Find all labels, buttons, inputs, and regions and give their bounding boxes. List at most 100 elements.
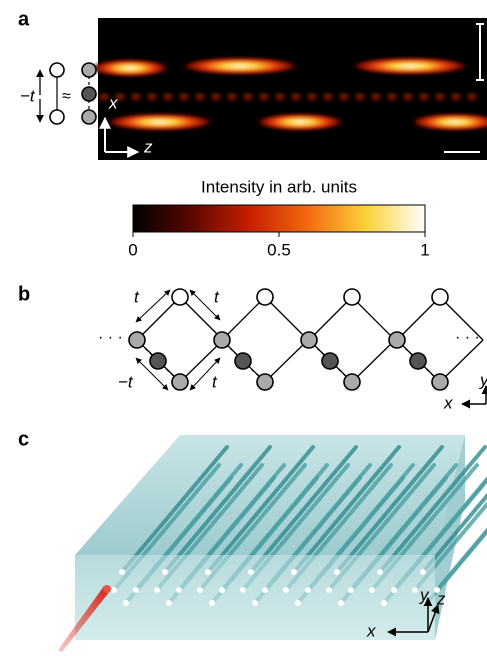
- band: [105, 113, 215, 131]
- panel-label: c: [18, 428, 29, 450]
- band: [179, 93, 189, 101]
- waveguide-end: [133, 587, 139, 593]
- bond: [440, 340, 483, 382]
- waveguide-end: [111, 587, 117, 593]
- band: [275, 93, 285, 101]
- waveguide-end: [291, 569, 297, 575]
- axis-label: x: [443, 393, 453, 412]
- band: [291, 93, 301, 101]
- waveguide-end: [377, 569, 383, 575]
- waveguide-end: [205, 569, 211, 575]
- band: [255, 113, 345, 131]
- band: [243, 93, 253, 101]
- band: [211, 93, 221, 101]
- lattice: [129, 289, 483, 390]
- band: [467, 93, 477, 101]
- waveguide-end: [381, 600, 387, 606]
- waveguide-end: [248, 569, 254, 575]
- waveguide-end: [166, 600, 172, 606]
- panel-label: b: [18, 283, 30, 305]
- axis-label: x: [366, 621, 376, 640]
- waveguide-end: [326, 587, 332, 593]
- band: [387, 93, 397, 101]
- coupling-label: t: [214, 287, 220, 306]
- bond: [352, 340, 395, 382]
- band: [307, 93, 317, 101]
- excited-site: [103, 585, 111, 593]
- band: [403, 93, 413, 101]
- waveguide-end: [295, 600, 301, 606]
- site: [150, 353, 166, 369]
- coupling-label: t: [212, 372, 218, 391]
- band: [99, 93, 109, 101]
- band: [419, 93, 429, 101]
- band: [350, 57, 470, 75]
- bond: [397, 297, 440, 340]
- site: [235, 353, 251, 369]
- site: [432, 289, 448, 305]
- site: [389, 332, 405, 348]
- site: [432, 374, 448, 390]
- bond: [137, 297, 180, 340]
- site: [172, 374, 188, 390]
- site: [410, 353, 426, 369]
- coupling-arrow: [136, 290, 170, 322]
- site: [344, 289, 360, 305]
- waveguide-end: [154, 587, 160, 593]
- band: [195, 93, 205, 101]
- band: [180, 57, 300, 75]
- colorbar: [133, 205, 425, 232]
- waveguide-end: [119, 569, 125, 575]
- coupling-label: −t: [20, 86, 36, 105]
- axis-label: x: [108, 93, 118, 112]
- band: [227, 93, 237, 101]
- glass-front: [75, 555, 435, 640]
- waveguide-end: [348, 587, 354, 593]
- ellipsis: · · ·: [455, 329, 480, 346]
- site: [129, 332, 145, 348]
- colorbar-title: Intensity in arb. units: [201, 177, 357, 196]
- intensity-map: [98, 18, 487, 160]
- band: [131, 93, 141, 101]
- bond: [222, 297, 265, 340]
- waveguide-end: [176, 587, 182, 593]
- site: [82, 87, 96, 101]
- waveguide-end: [262, 587, 268, 593]
- coupling-label: t: [134, 287, 140, 306]
- site: [344, 374, 360, 390]
- waveguide-end: [369, 587, 375, 593]
- axis-label: y: [479, 370, 487, 389]
- tick-label: 1: [420, 240, 429, 259]
- waveguide-end: [305, 587, 311, 593]
- site: [322, 353, 338, 369]
- waveguide-end: [162, 569, 168, 575]
- approx-sign: ≈: [62, 88, 71, 105]
- bond: [265, 340, 308, 382]
- tick-label: 0.5: [267, 240, 291, 259]
- ellipsis: · · ·: [98, 329, 123, 346]
- waveguide-end: [252, 600, 258, 606]
- band: [371, 93, 381, 101]
- waveguide-end: [197, 587, 203, 593]
- waveguide-end: [420, 569, 426, 575]
- axis-label: y: [419, 585, 430, 604]
- band: [163, 93, 173, 101]
- waveguide-end: [391, 587, 397, 593]
- site: [82, 63, 96, 77]
- site: [257, 374, 273, 390]
- waveguide-end: [123, 600, 129, 606]
- band: [451, 93, 461, 101]
- site: [172, 289, 188, 305]
- axis-label: z: [436, 589, 446, 608]
- site: [301, 332, 317, 348]
- site: [214, 332, 230, 348]
- axis-label: z: [143, 137, 153, 156]
- tick-label: 0: [128, 240, 137, 259]
- band: [90, 59, 170, 77]
- waveguide-end: [240, 587, 246, 593]
- band: [339, 93, 349, 101]
- band: [355, 93, 365, 101]
- panel-label: a: [18, 8, 30, 30]
- waveguide-end: [219, 587, 225, 593]
- coupling-label: −t: [118, 372, 134, 391]
